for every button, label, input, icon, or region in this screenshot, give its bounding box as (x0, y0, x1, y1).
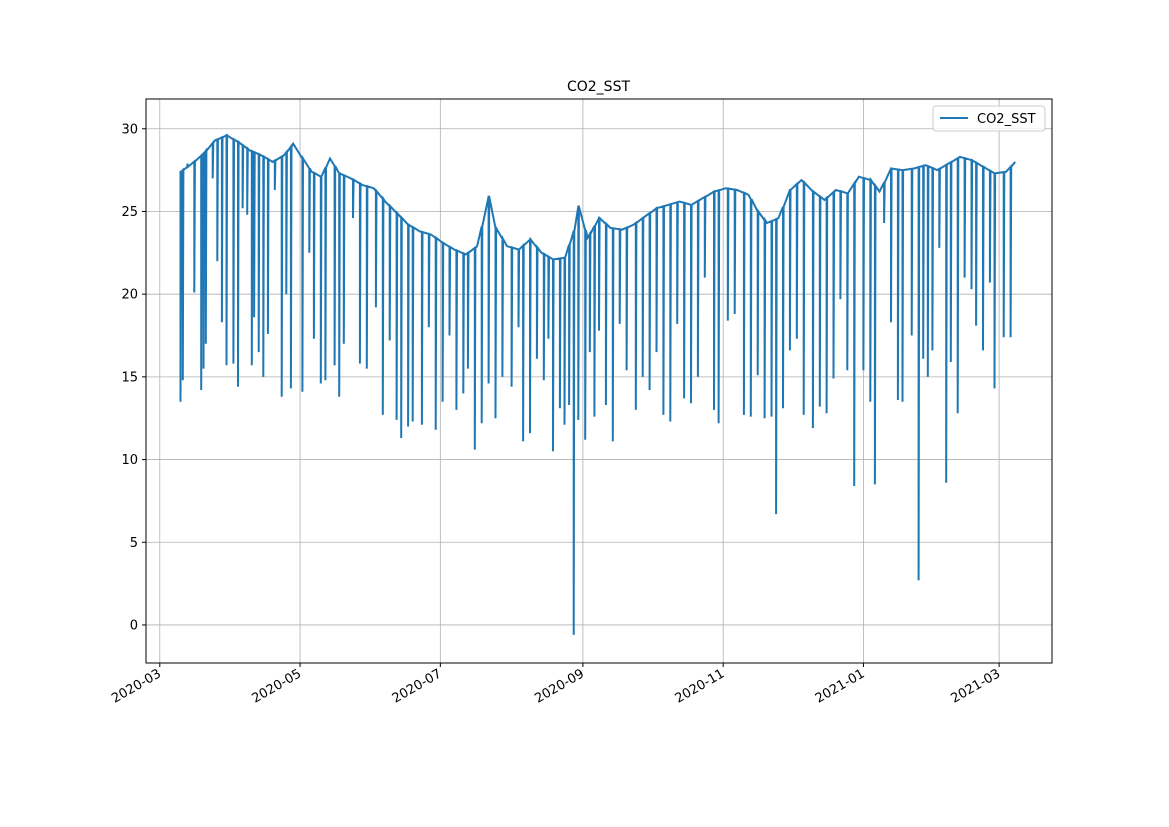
y-tick-label: 5 (130, 536, 138, 551)
series-layer (179, 133, 1016, 635)
y-tick-label: 15 (121, 370, 138, 385)
series-line (179, 133, 1016, 635)
y-tick-label: 25 (121, 205, 138, 220)
y-tick-label: 30 (121, 122, 138, 137)
y-tick-label: 0 (130, 618, 138, 633)
chart-title: CO2_SST (567, 79, 630, 95)
plot-frame (145, 98, 1053, 664)
legend: CO2_SST (932, 105, 1046, 132)
y-tick-label: 10 (121, 453, 138, 468)
y-tick-label: 20 (121, 288, 138, 303)
y-axis: 0 5 10 15 20 25 30 (121, 122, 146, 633)
legend-entry-label: CO2_SST (977, 112, 1036, 127)
gridlines (146, 99, 1052, 663)
legend-box (932, 105, 1046, 132)
